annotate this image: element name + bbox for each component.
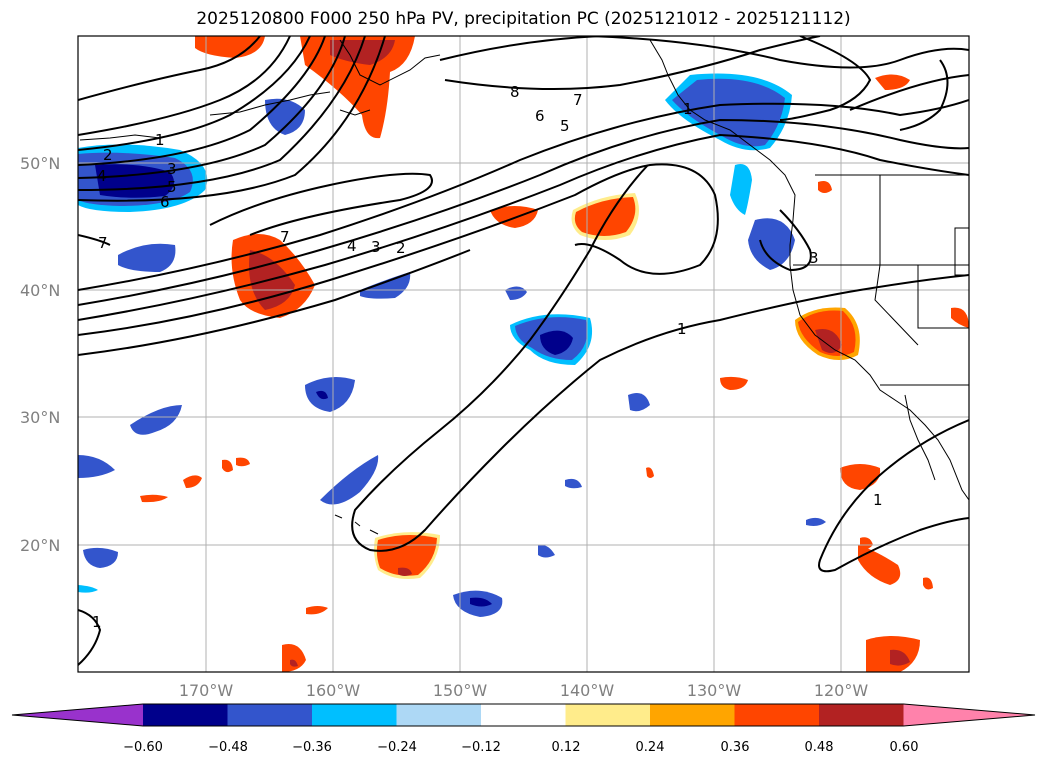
colorbar-segments <box>11 703 1036 727</box>
colorbar-tick-label: 0.36 <box>721 740 750 755</box>
colorbar-tick-label: −0.36 <box>292 740 332 755</box>
map-title: 2025120800 F000 250 hPa PV, precipitatio… <box>196 9 851 29</box>
lat-label: 40°N <box>20 281 60 300</box>
lon-label: 150°W <box>433 681 488 700</box>
lon-label: 140°W <box>560 681 615 700</box>
contour-label: 3 <box>371 238 381 256</box>
colorbar-segment <box>734 704 820 726</box>
colorbar-outline <box>11 703 1036 727</box>
contour-label: 8 <box>510 83 520 101</box>
lon-label: 130°W <box>687 681 742 700</box>
lon-label: 170°W <box>179 681 234 700</box>
colorbar-tick-label: −0.48 <box>208 740 248 755</box>
colorbar-segment <box>143 704 228 726</box>
contour-label: 2 <box>103 146 113 164</box>
contour-label: 3 <box>167 160 177 178</box>
contour-labels: 1 2 4 3 5 6 7 8 7 6 5 7 4 3 2 1 3 1 1 1 <box>92 83 883 631</box>
coastlines <box>79 39 969 535</box>
contour-label: 6 <box>160 193 170 211</box>
contour-label: 7 <box>573 91 583 109</box>
contour-label: 3 <box>809 249 819 267</box>
colorbar-segment <box>396 704 482 726</box>
colorbar-ticks: −0.60 −0.48 −0.36 −0.24 −0.12 0.12 0.24 … <box>123 740 918 755</box>
colorbar-segment <box>650 704 735 726</box>
contour-label: 1 <box>92 613 102 631</box>
lat-label: 30°N <box>20 408 60 427</box>
contour-label: 7 <box>98 234 108 252</box>
lon-label: 120°W <box>814 681 869 700</box>
contour-label: 1 <box>155 131 165 149</box>
contour-label: 2 <box>396 239 406 257</box>
contour-label: 4 <box>97 167 107 185</box>
colorbar-segment <box>227 704 313 726</box>
lat-labels: 50°N 40°N 30°N 20°N <box>20 154 60 555</box>
map-frame <box>77 35 970 673</box>
contour-label: 7 <box>280 228 290 246</box>
contour-label: 1 <box>677 320 687 338</box>
lat-label: 50°N <box>20 154 60 173</box>
colorbar-tick-label: −0.24 <box>377 740 417 755</box>
contour-label: 4 <box>347 237 357 255</box>
precip-negative-blobs <box>78 73 826 617</box>
contour-label: 5 <box>167 178 177 196</box>
colorbar-segment <box>312 704 397 726</box>
contour-label: 1 <box>683 100 693 118</box>
contour-label: 1 <box>873 491 883 509</box>
colorbar-tick-label: 0.24 <box>636 740 665 755</box>
colorbar-tick-label: 0.48 <box>805 740 834 755</box>
colorbar-segment <box>481 704 566 726</box>
colorbar: −0.60 −0.48 −0.36 −0.24 −0.12 0.12 0.24 … <box>11 703 1036 755</box>
colorbar-segment <box>565 704 651 726</box>
lat-label: 20°N <box>20 536 60 555</box>
colorbar-tick-label: −0.60 <box>123 740 163 755</box>
lon-label: 160°W <box>306 681 361 700</box>
colorbar-extend-high <box>903 704 1035 726</box>
colorbar-tick-label: 0.60 <box>890 740 919 755</box>
colorbar-tick-label: 0.12 <box>552 740 581 755</box>
lon-labels: 170°W 160°W 150°W 140°W 130°W 120°W <box>179 681 869 700</box>
contour-label: 5 <box>560 117 570 135</box>
colorbar-segment <box>819 704 904 726</box>
map-area: 1 2 4 3 5 6 7 8 7 6 5 7 4 3 2 1 3 1 1 1 <box>78 36 969 672</box>
colorbar-extend-low <box>12 704 143 726</box>
colorbar-tick-label: −0.12 <box>461 740 501 755</box>
pv-contours <box>78 36 969 666</box>
contour-label: 6 <box>535 107 545 125</box>
